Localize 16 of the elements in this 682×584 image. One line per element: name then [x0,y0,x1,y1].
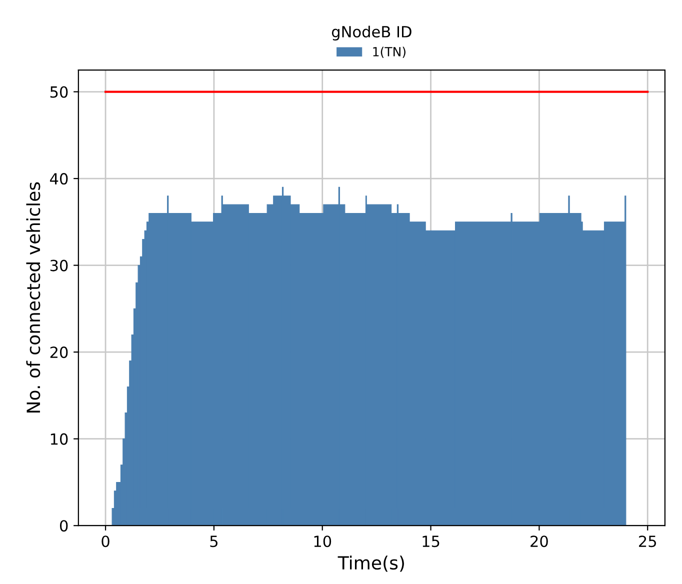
x-tick-label: 10 [314,536,332,548]
x-tick-label: 0 [102,536,110,548]
x-tick-label: 15 [422,536,440,548]
x-tick-label: 5 [210,536,218,548]
legend-label: 1(TN) [373,46,406,58]
legend-title: gNodeB ID [332,26,412,40]
y-tick-label: 30 [50,260,68,272]
x-tick-label: 20 [530,536,548,548]
x-axis-title: Time(s) [338,556,404,572]
y-tick-label: 20 [50,346,68,358]
y-tick-label: 40 [50,173,68,185]
x-tick-label: 25 [639,536,656,548]
y-tick-label: 10 [50,433,68,445]
y-axis-title: No. of connected vehicles [26,182,40,412]
y-tick-label: 50 [50,86,68,98]
y-tick-label: 0 [60,520,68,532]
